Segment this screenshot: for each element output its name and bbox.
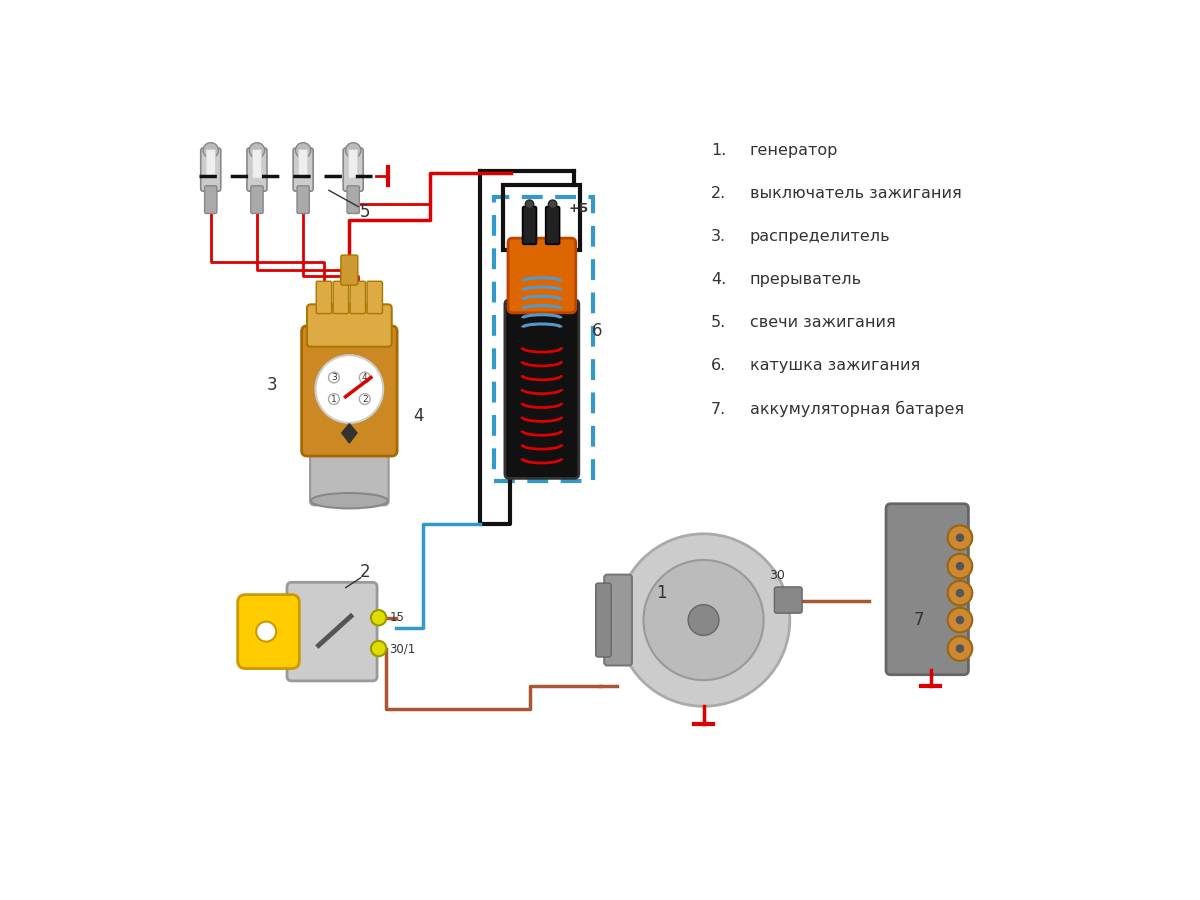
FancyBboxPatch shape (317, 281, 331, 313)
Ellipse shape (311, 493, 388, 508)
FancyBboxPatch shape (301, 326, 397, 456)
Circle shape (526, 200, 534, 209)
FancyBboxPatch shape (204, 185, 217, 213)
FancyBboxPatch shape (341, 255, 358, 285)
Circle shape (955, 534, 964, 542)
FancyBboxPatch shape (348, 149, 358, 178)
FancyBboxPatch shape (350, 281, 366, 313)
FancyBboxPatch shape (238, 595, 299, 669)
Text: 6.: 6. (712, 358, 726, 374)
Circle shape (250, 142, 265, 158)
FancyBboxPatch shape (347, 185, 359, 213)
Polygon shape (342, 424, 358, 443)
Circle shape (948, 636, 972, 661)
FancyBboxPatch shape (343, 148, 364, 191)
Circle shape (617, 534, 790, 706)
Text: 7: 7 (914, 611, 924, 629)
Text: 5: 5 (360, 202, 370, 220)
Text: 4: 4 (413, 407, 424, 425)
Text: 2.: 2. (712, 186, 726, 201)
Circle shape (643, 560, 763, 680)
Circle shape (948, 526, 972, 550)
FancyBboxPatch shape (605, 574, 632, 665)
FancyBboxPatch shape (299, 149, 307, 178)
Text: 4: 4 (362, 373, 367, 382)
Text: распределитель: распределитель (750, 230, 890, 244)
FancyBboxPatch shape (595, 583, 611, 657)
Circle shape (203, 142, 218, 158)
Text: 2: 2 (362, 394, 367, 403)
FancyBboxPatch shape (522, 207, 536, 244)
FancyBboxPatch shape (287, 582, 377, 681)
FancyBboxPatch shape (252, 149, 262, 178)
Text: выключатель зажигания: выключатель зажигания (750, 186, 961, 201)
FancyBboxPatch shape (200, 148, 221, 191)
Circle shape (371, 641, 386, 656)
Circle shape (948, 608, 972, 633)
Circle shape (346, 142, 361, 158)
FancyBboxPatch shape (546, 207, 559, 244)
FancyBboxPatch shape (334, 281, 348, 313)
Text: 7.: 7. (712, 401, 726, 417)
Text: 3: 3 (268, 376, 277, 394)
Text: генератор: генератор (750, 143, 838, 157)
Circle shape (256, 622, 276, 642)
Circle shape (948, 554, 972, 579)
Circle shape (359, 393, 370, 404)
Text: прерыватель: прерыватель (750, 272, 862, 287)
FancyBboxPatch shape (367, 281, 383, 313)
Circle shape (688, 605, 719, 635)
Circle shape (329, 372, 340, 382)
Text: 1: 1 (656, 584, 666, 602)
Circle shape (371, 610, 386, 626)
Circle shape (548, 200, 557, 209)
FancyBboxPatch shape (307, 304, 391, 347)
FancyBboxPatch shape (206, 149, 215, 178)
Text: 1: 1 (331, 394, 337, 403)
FancyBboxPatch shape (247, 148, 266, 191)
Text: свечи зажигания: свечи зажигания (750, 315, 895, 330)
Text: 5.: 5. (712, 315, 726, 330)
Text: 30: 30 (769, 569, 785, 582)
Circle shape (955, 616, 964, 625)
Circle shape (329, 393, 340, 404)
Text: 2: 2 (360, 562, 370, 580)
Text: 3: 3 (331, 373, 337, 382)
Text: 6: 6 (592, 322, 602, 340)
Text: 30/1: 30/1 (389, 642, 415, 655)
Text: 15: 15 (389, 611, 404, 625)
FancyBboxPatch shape (508, 238, 576, 313)
Text: 1.: 1. (712, 143, 727, 157)
FancyBboxPatch shape (886, 504, 968, 675)
FancyBboxPatch shape (505, 300, 578, 479)
Text: катушка зажигания: катушка зажигания (750, 358, 920, 374)
Text: аккумуляторная батарея: аккумуляторная батарея (750, 401, 964, 417)
Text: +Б: +Б (569, 202, 589, 215)
FancyBboxPatch shape (774, 587, 802, 613)
Text: 3.: 3. (712, 230, 726, 244)
Text: 4.: 4. (712, 272, 726, 287)
Circle shape (955, 562, 964, 571)
Circle shape (948, 580, 972, 606)
FancyBboxPatch shape (296, 185, 310, 213)
Circle shape (955, 644, 964, 652)
Circle shape (359, 372, 370, 382)
Circle shape (955, 589, 964, 598)
Circle shape (295, 142, 311, 158)
FancyBboxPatch shape (251, 185, 263, 213)
FancyBboxPatch shape (310, 442, 389, 505)
FancyBboxPatch shape (293, 148, 313, 191)
Circle shape (316, 356, 383, 423)
